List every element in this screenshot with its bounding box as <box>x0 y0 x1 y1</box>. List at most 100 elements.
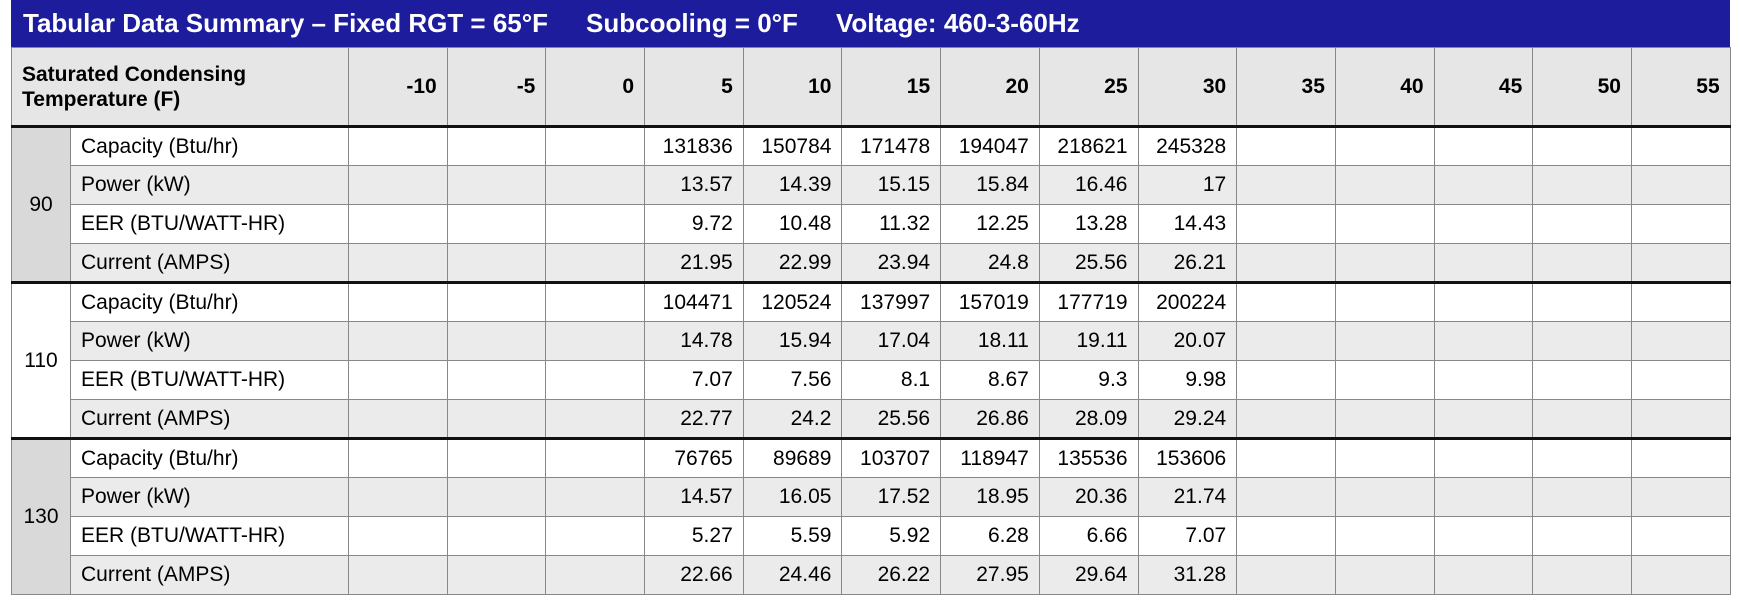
value-cell: 171478 <box>841 125 942 166</box>
value-cell: 135536 <box>1038 437 1139 478</box>
column-header: 10 <box>742 47 843 127</box>
empty-cell <box>446 360 547 400</box>
empty-cell <box>348 281 448 322</box>
group-temp: 110 <box>11 281 71 439</box>
empty-cell <box>1532 555 1632 595</box>
value-cell: 22.66 <box>644 555 744 595</box>
value-cell: 11.32 <box>841 204 942 244</box>
group-temp: 130 <box>11 437 71 595</box>
empty-cell <box>545 321 646 361</box>
column-header: 55 <box>1630 47 1731 127</box>
data-row: Current (AMPS) 22.77 24.2 25.56 26.86 28.09 29… <box>12 399 1731 439</box>
empty-cell <box>1532 477 1632 517</box>
row-label: EER (BTU/WATT-HR) <box>70 204 349 244</box>
column-header: 25 <box>1038 47 1139 127</box>
value-cell: 245328 <box>1137 125 1238 166</box>
value-cell: 26.22 <box>841 555 942 595</box>
empty-cell <box>545 516 646 556</box>
empty-cell <box>446 165 547 205</box>
empty-cell <box>1630 555 1731 595</box>
value-cell: 14.78 <box>644 321 744 361</box>
column-header: 35 <box>1236 47 1336 127</box>
row-label: Capacity (Btu/hr) <box>70 125 349 166</box>
value-cell: 22.99 <box>742 243 843 283</box>
empty-cell <box>1433 204 1534 244</box>
empty-cell <box>446 204 547 244</box>
empty-cell <box>545 243 646 283</box>
empty-cell <box>1630 243 1731 283</box>
data-row: Current (AMPS) 22.66 24.46 26.22 27.95 29.64 3… <box>12 555 1731 595</box>
value-cell: 9.72 <box>644 204 744 244</box>
voltage: Voltage: 460-3-60Hz <box>835 8 1080 38</box>
value-cell: 8.1 <box>841 360 942 400</box>
value-cell: 118947 <box>940 437 1040 478</box>
data-table: Saturated Condensing Temperature (F) -10-… <box>11 47 1731 595</box>
empty-cell <box>348 165 448 205</box>
value-cell: 21.74 <box>1137 477 1238 517</box>
value-cell: 24.2 <box>742 399 843 439</box>
empty-cell <box>545 399 646 439</box>
data-row: EER (BTU/WATT-HR) 5.27 5.59 5.92 6.28 6.66 7.0… <box>12 516 1731 556</box>
value-cell: 25.56 <box>841 399 942 439</box>
value-cell: 12.25 <box>940 204 1040 244</box>
empty-cell <box>446 281 547 322</box>
empty-cell <box>1334 165 1435 205</box>
value-cell: 7.56 <box>742 360 843 400</box>
title-bar: Tabular Data Summary – Fixed RGT = 65°F S… <box>11 0 1730 47</box>
value-cell: 17 <box>1137 165 1238 205</box>
value-cell: 18.95 <box>940 477 1040 517</box>
data-row: 110 Capacity (Btu/hr) 104471 120524 137997 15… <box>11 281 1731 439</box>
value-cell: 26.21 <box>1137 243 1238 283</box>
empty-cell <box>1532 125 1632 166</box>
column-header: 40 <box>1334 47 1435 127</box>
value-cell: 15.94 <box>742 321 843 361</box>
header-row: Saturated Condensing Temperature (F) -10-… <box>11 47 1731 127</box>
value-cell: 14.57 <box>644 477 744 517</box>
empty-cell <box>545 204 646 244</box>
value-cell: 131836 <box>644 125 744 166</box>
value-cell: 23.94 <box>841 243 942 283</box>
corner-header: Saturated Condensing Temperature (F) <box>11 47 349 127</box>
empty-cell <box>1334 243 1435 283</box>
value-cell: 26.86 <box>940 399 1040 439</box>
column-header: -5 <box>446 47 547 127</box>
value-cell: 76765 <box>644 437 744 478</box>
value-cell: 7.07 <box>644 360 744 400</box>
empty-cell <box>545 281 646 322</box>
empty-cell <box>1236 125 1336 166</box>
empty-cell <box>1334 437 1435 478</box>
empty-cell <box>1532 321 1632 361</box>
value-cell: 177719 <box>1038 281 1139 322</box>
empty-cell <box>446 555 547 595</box>
empty-cell <box>1433 360 1534 400</box>
value-cell: 153606 <box>1137 437 1238 478</box>
empty-cell <box>1532 437 1632 478</box>
empty-cell <box>1630 281 1731 322</box>
empty-cell <box>1630 437 1731 478</box>
value-cell: 6.28 <box>940 516 1040 556</box>
value-cell: 24.46 <box>742 555 843 595</box>
column-header: 50 <box>1532 47 1632 127</box>
empty-cell <box>1433 125 1534 166</box>
value-cell: 16.46 <box>1038 165 1139 205</box>
empty-cell <box>1630 399 1731 439</box>
empty-cell <box>545 437 646 478</box>
empty-cell <box>1236 321 1336 361</box>
value-cell: 9.3 <box>1038 360 1139 400</box>
column-header: 20 <box>940 47 1040 127</box>
value-cell: 5.59 <box>742 516 843 556</box>
empty-cell <box>446 125 547 166</box>
value-cell: 31.28 <box>1137 555 1238 595</box>
empty-cell <box>446 321 547 361</box>
empty-cell <box>1433 165 1534 205</box>
data-row: Power (kW) 13.57 14.39 15.15 15.84 16.46 17 <box>12 165 1731 205</box>
column-header: 15 <box>841 47 942 127</box>
value-cell: 29.24 <box>1137 399 1238 439</box>
empty-cell <box>1532 243 1632 283</box>
empty-cell <box>1334 555 1435 595</box>
row-label: Power (kW) <box>70 165 349 205</box>
empty-cell <box>1236 555 1336 595</box>
value-cell: 89689 <box>742 437 843 478</box>
empty-cell <box>348 204 448 244</box>
row-label: Current (AMPS) <box>70 399 349 439</box>
